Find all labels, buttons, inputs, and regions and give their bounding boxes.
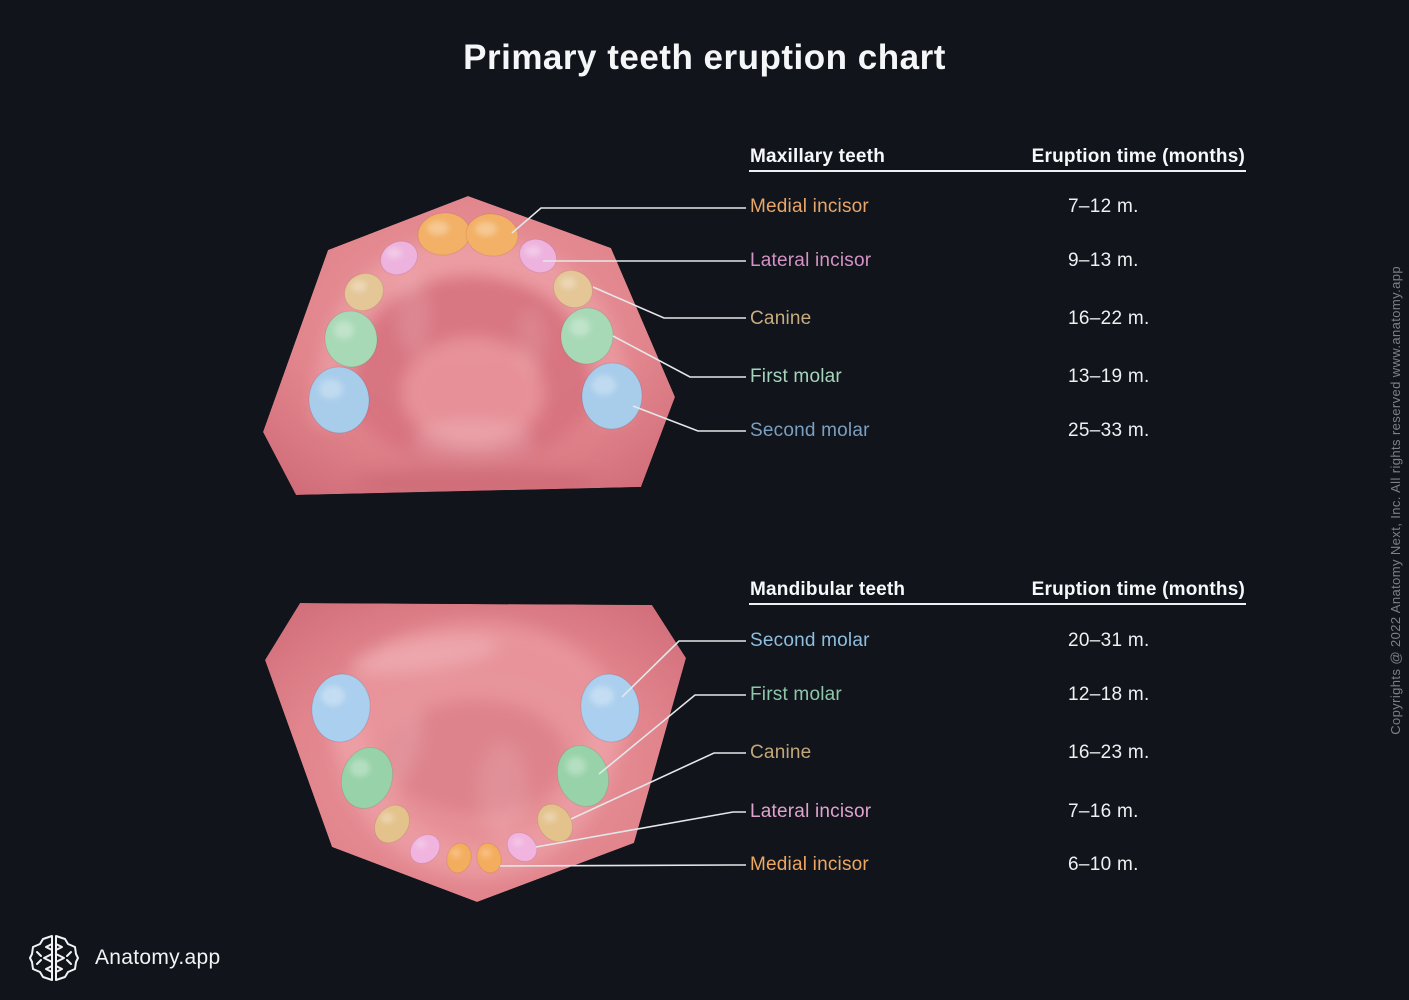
maxillary-arch-image [263, 190, 688, 505]
page-title: Primary teeth eruption chart [463, 38, 946, 77]
maxillary-header-rule [749, 170, 1246, 172]
tooth-label: Second molar [750, 420, 870, 441]
table-row: Second molar 20–31 m. [750, 628, 1250, 654]
tooth-label: Canine [750, 742, 812, 763]
eruption-value: 16–22 m. [1068, 308, 1150, 329]
mandibular-header-rule [749, 603, 1246, 605]
tooth-medial-incisor-lower-right [476, 842, 502, 874]
tooth-first-molar-lower-left [340, 747, 394, 809]
tooth-second-molar-lower-left [311, 673, 371, 743]
copyright-text: Copyrights @ 2022 Anatomy Next, Inc. All… [1388, 265, 1403, 735]
eruption-value: 16–23 m. [1068, 742, 1150, 763]
tooth-label: First molar [750, 366, 842, 387]
eruption-value: 9–13 m. [1068, 250, 1139, 271]
mandibular-arch-svg [265, 603, 686, 902]
tooth-lateral-incisor-lower-right [506, 832, 538, 862]
table-row: Medial incisor 6–10 m. [750, 852, 1250, 878]
eruption-value: 7–12 m. [1068, 196, 1139, 217]
eruption-value: 7–16 m. [1068, 801, 1139, 822]
copyright-sidebar: Copyrights @ 2022 Anatomy Next, Inc. All… [1388, 0, 1403, 1000]
table-row: First molar 12–18 m. [750, 682, 1250, 708]
table-row: Lateral incisor 7–16 m. [750, 799, 1250, 825]
tooth-label: Lateral incisor [750, 801, 872, 822]
tooth-label: Medial incisor [750, 196, 869, 217]
maxillary-table-header: Maxillary teeth Eruption time (months) [750, 145, 1245, 169]
eruption-value: 12–18 m. [1068, 684, 1150, 705]
tooth-medial-incisor-upper-left [417, 212, 471, 256]
brand-name: Anatomy.app [95, 946, 221, 969]
maxillary-arch-svg [263, 196, 675, 495]
maxillary-header-teeth: Maxillary teeth [750, 146, 885, 167]
tooth-label: First molar [750, 684, 842, 705]
mandibular-header-teeth: Mandibular teeth [750, 579, 906, 600]
tooth-canine-upper-right [553, 269, 593, 309]
maxillary-gum [263, 196, 675, 495]
tooth-first-molar-upper-right [560, 307, 614, 365]
eruption-value: 20–31 m. [1068, 630, 1150, 651]
eruption-value: 25–33 m. [1068, 420, 1150, 441]
maxillary-header-time: Eruption time (months) [1031, 146, 1245, 167]
table-row: First molar 13–19 m. [750, 364, 1250, 390]
table-row: Medial incisor 7–12 m. [750, 194, 1250, 220]
tooth-first-molar-upper-left [324, 310, 378, 368]
tooth-canine-lower-left [374, 804, 410, 844]
tooth-label: Lateral incisor [750, 250, 872, 271]
table-row: Lateral incisor 9–13 m. [750, 248, 1250, 274]
tooth-second-molar-upper-left [308, 366, 370, 434]
eruption-value: 6–10 m. [1068, 854, 1139, 875]
tooth-lateral-incisor-upper-left [380, 240, 418, 276]
tooth-label: Canine [750, 308, 812, 329]
eruption-value: 13–19 m. [1068, 366, 1150, 387]
tooth-label: Medial incisor [750, 854, 869, 875]
tooth-medial-incisor-lower-left [446, 842, 472, 874]
table-row: Second molar 25–33 m. [750, 418, 1250, 444]
mandibular-header-time: Eruption time (months) [1031, 579, 1245, 600]
tooth-label: Second molar [750, 630, 870, 651]
tooth-canine-upper-left [344, 272, 384, 312]
tooth-lateral-incisor-upper-right [519, 238, 557, 274]
brain-logo-icon [29, 935, 79, 981]
mandibular-gum [265, 603, 686, 902]
tooth-lateral-incisor-lower-left [409, 834, 441, 864]
table-row: Canine 16–23 m. [750, 740, 1250, 766]
tooth-medial-incisor-upper-right [465, 213, 519, 257]
mandibular-arch-image [265, 600, 690, 905]
table-row: Canine 16–22 m. [750, 306, 1250, 332]
brand-footer: Anatomy.app [28, 932, 221, 984]
mandibular-table-header: Mandibular teeth Eruption time (months) [750, 578, 1245, 602]
